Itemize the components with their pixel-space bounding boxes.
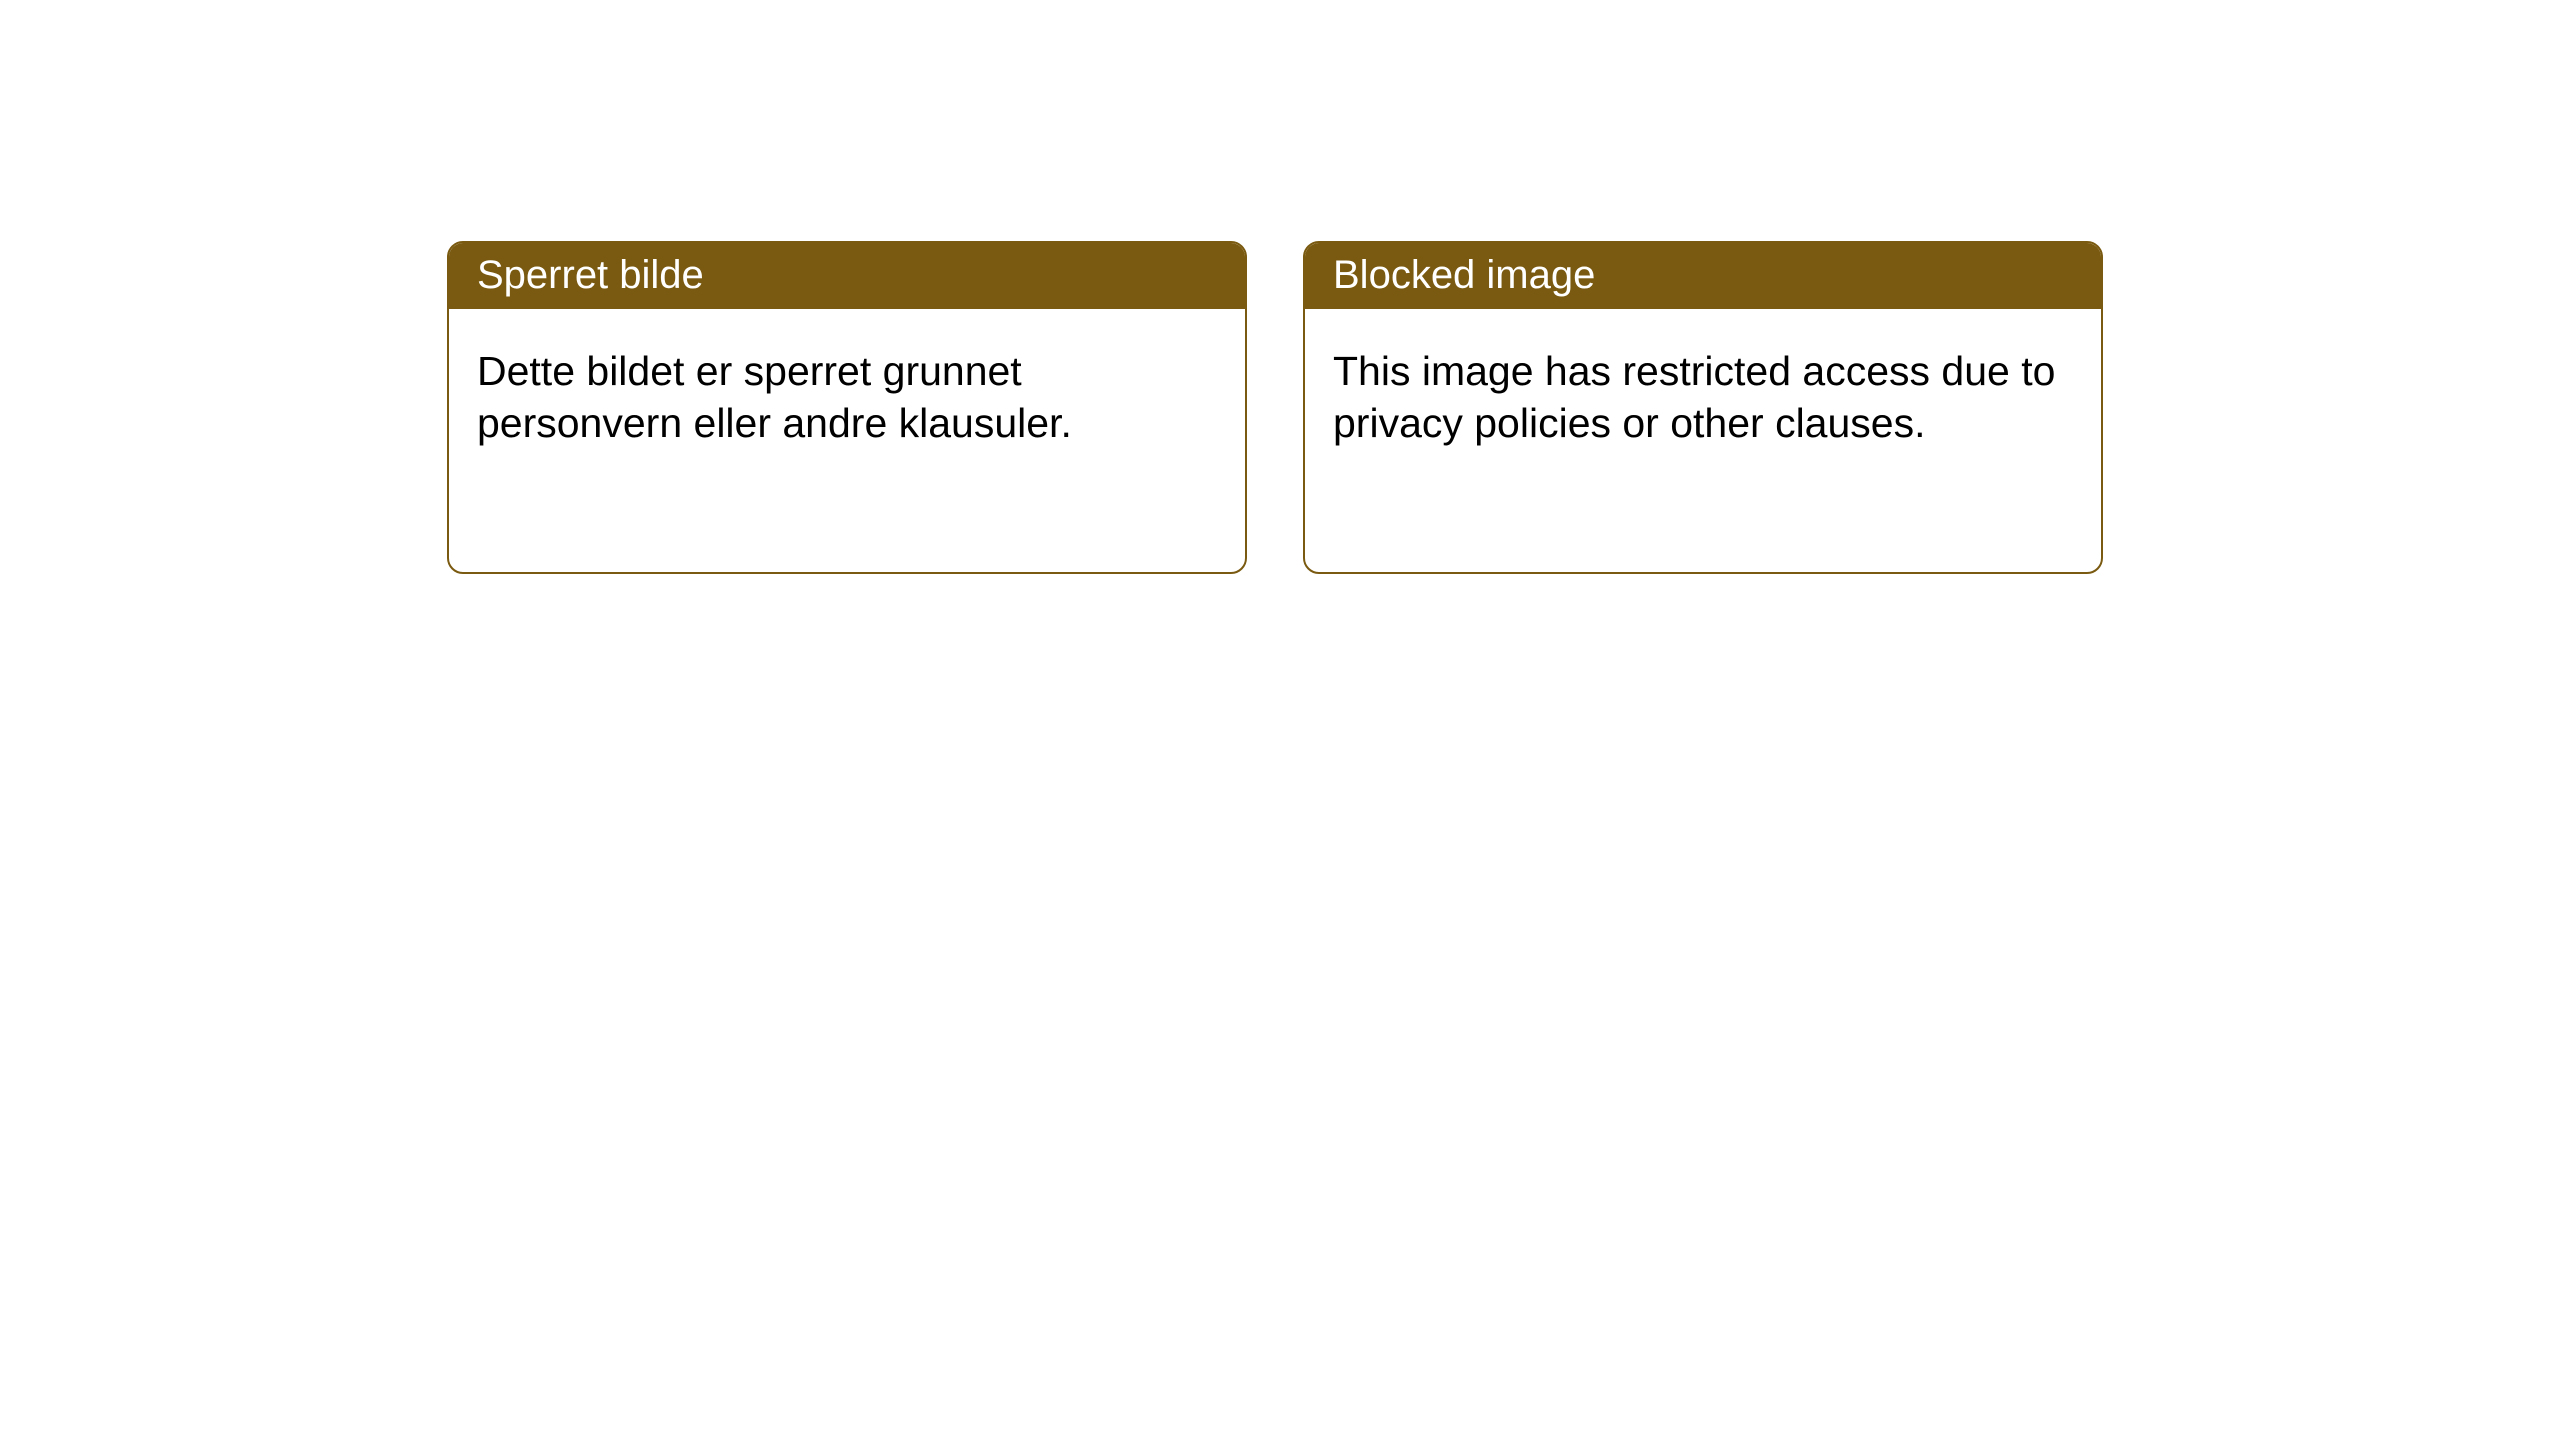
card-title: Blocked image [1305,243,2101,309]
card-title: Sperret bilde [449,243,1245,309]
notice-cards-container: Sperret bilde Dette bildet er sperret gr… [0,0,2560,574]
notice-card-norwegian: Sperret bilde Dette bildet er sperret gr… [447,241,1247,574]
card-body-text: This image has restricted access due to … [1305,309,2101,478]
notice-card-english: Blocked image This image has restricted … [1303,241,2103,574]
card-body-text: Dette bildet er sperret grunnet personve… [449,309,1245,478]
